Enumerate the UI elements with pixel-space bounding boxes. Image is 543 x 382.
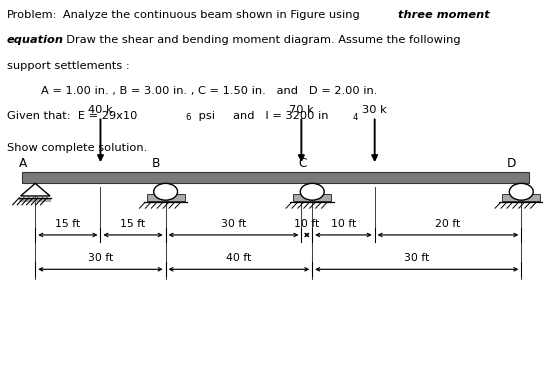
- Text: psi     and   I = 3200 in: psi and I = 3200 in: [195, 111, 329, 121]
- Circle shape: [509, 183, 533, 200]
- Text: 15 ft: 15 ft: [55, 219, 80, 229]
- Text: 10 ft: 10 ft: [294, 219, 319, 229]
- Text: 70 k: 70 k: [289, 105, 314, 115]
- Text: A = 1.00 in. , B = 3.00 in. , C = 1.50 in.   and   D = 2.00 in.: A = 1.00 in. , B = 3.00 in. , C = 1.50 i…: [41, 86, 377, 96]
- Text: B: B: [151, 157, 160, 170]
- Text: Show complete solution.: Show complete solution.: [7, 143, 147, 153]
- Bar: [502, 194, 540, 201]
- Text: A: A: [19, 157, 28, 170]
- Text: 15 ft: 15 ft: [121, 219, 146, 229]
- Text: 20 ft: 20 ft: [435, 219, 460, 229]
- Circle shape: [300, 183, 324, 200]
- Text: Analyze the continuous beam shown in Figure using: Analyze the continuous beam shown in Fig…: [52, 10, 363, 19]
- Text: Given that:  E = 29x10: Given that: E = 29x10: [7, 111, 137, 121]
- Bar: [293, 194, 331, 201]
- Text: 40 ft: 40 ft: [226, 253, 251, 263]
- Text: 40 k: 40 k: [88, 105, 113, 115]
- Circle shape: [154, 183, 178, 200]
- Text: support settlements :: support settlements :: [7, 61, 130, 71]
- Text: 6: 6: [186, 113, 191, 122]
- Text: 30 k: 30 k: [362, 105, 387, 115]
- Text: 30 ft: 30 ft: [88, 253, 113, 263]
- Text: Problem:: Problem:: [7, 10, 58, 19]
- Bar: [147, 194, 185, 201]
- Text: 10 ft: 10 ft: [331, 219, 356, 229]
- Text: 30 ft: 30 ft: [221, 219, 246, 229]
- Text: . Draw the shear and bending moment diagram. Assume the following: . Draw the shear and bending moment diag…: [59, 35, 460, 45]
- Text: 4: 4: [353, 113, 358, 122]
- Bar: [22, 172, 529, 183]
- Text: three moment: three moment: [398, 10, 490, 19]
- Bar: [19, 198, 52, 202]
- Text: C: C: [298, 157, 307, 170]
- Text: 30 ft: 30 ft: [404, 253, 430, 263]
- Text: equation: equation: [7, 35, 64, 45]
- Polygon shape: [21, 183, 50, 196]
- Text: D: D: [507, 157, 516, 170]
